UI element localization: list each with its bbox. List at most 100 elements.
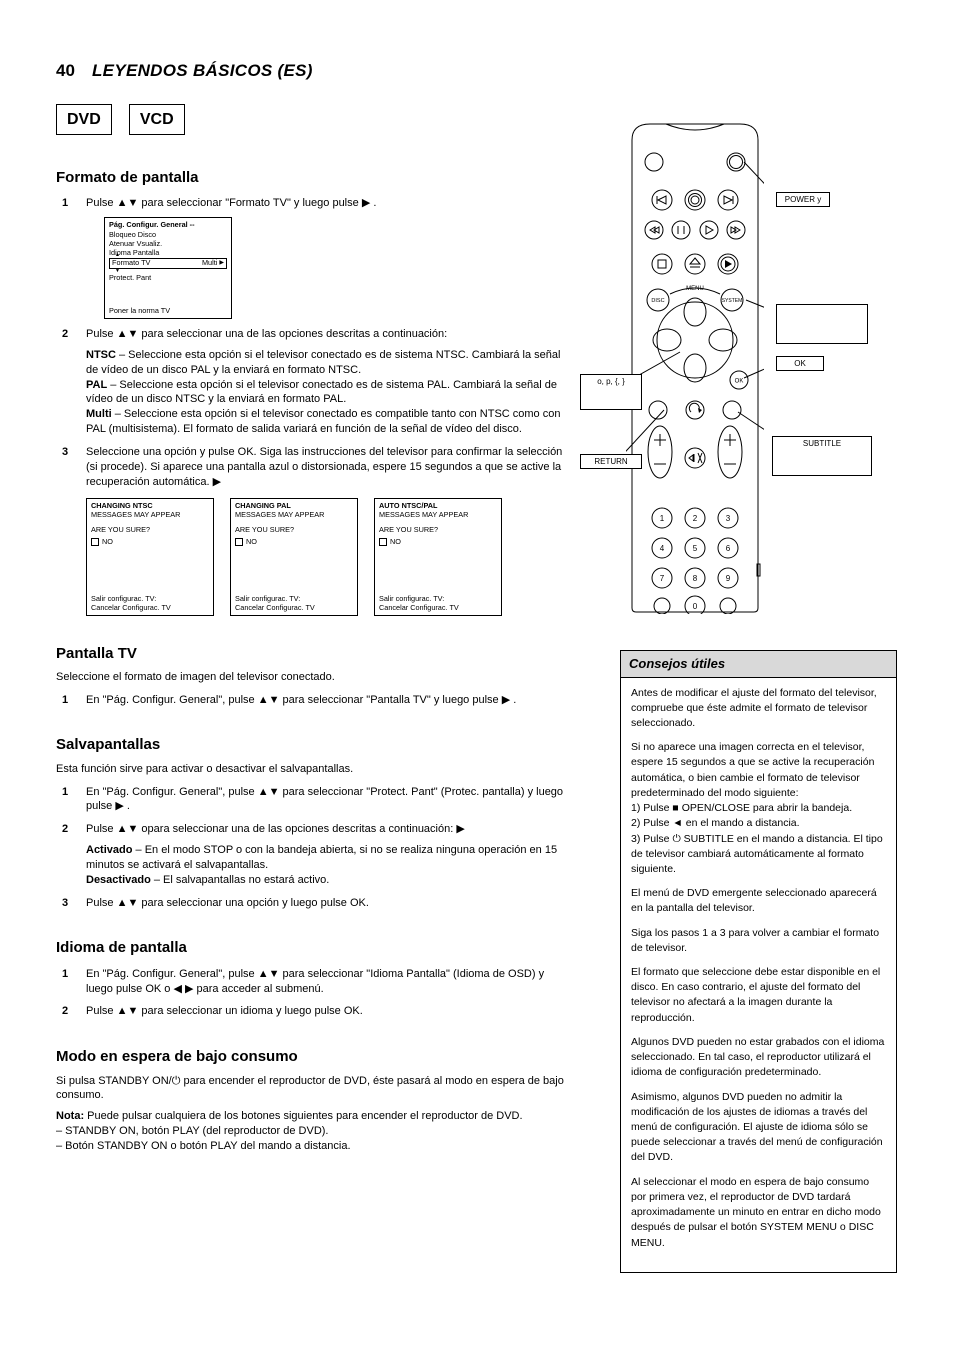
standby-note: Nota: Puede pulsar cualquiera de los bot…: [56, 1109, 566, 1154]
leftright-icon: ◀ ▶: [173, 983, 193, 995]
intro-pantalla: Seleccione el formato de imagen del tele…: [56, 670, 566, 685]
osd-footer: Poner la norma TV: [109, 307, 170, 316]
osd-sub: MESSAGES MAY APPEAR: [379, 511, 497, 520]
text: En "Pág. Configur. General", pulse: [86, 694, 258, 706]
text: para seleccionar "Pantalla TV" y luego p…: [283, 694, 502, 706]
callout-power: POWER y: [776, 192, 830, 207]
osd-check-row: NO: [91, 538, 209, 547]
svg-text:6: 6: [726, 544, 731, 553]
callout-arrows: o, p, {, }: [580, 374, 642, 410]
updown-icon: ▲▼: [117, 328, 139, 340]
dotted-rule: ........................................…: [56, 86, 902, 92]
svg-text:2: 2: [693, 514, 698, 523]
updown-icon: ▲▼: [117, 1005, 139, 1017]
text: Seleccione una opción y pulse OK. Siga l…: [86, 446, 562, 488]
callout-blank-1: [776, 304, 868, 344]
text: para seleccionar "Formato TV" y luego pu…: [141, 197, 361, 209]
step-num: 3: [56, 445, 74, 460]
hint-p: Si no aparece una imagen correcta en el …: [631, 740, 886, 877]
step-1-pantalla: 1 En "Pág. Configur. General", pulse ▲▼ …: [86, 693, 566, 708]
body-column: Formato de pantalla 1 Pulse ▲▼ para sele…: [56, 140, 566, 1154]
updown-icon: ▲▼: [117, 897, 139, 909]
down-chevron-icon: ▼: [115, 269, 120, 274]
text: Pulse: [86, 328, 117, 340]
hints-heading: Consejos útiles: [621, 651, 896, 678]
page-number: 40: [56, 60, 75, 83]
disc-type-chips: DVD VCD: [56, 104, 199, 135]
option-on: Activado – En el modo STOP o con la band…: [86, 843, 566, 873]
remote-control-diagram: MENU DISC SYSTEM OK 1 2 3: [626, 122, 764, 614]
helpful-hints-box: Consejos útiles Antes de modificar el aj…: [620, 650, 897, 1273]
heading-formato: Formato de pantalla: [56, 168, 566, 188]
heading-idioma: Idioma de pantalla: [56, 938, 566, 958]
osd-confirm-pal: CHANGING PAL MESSAGES MAY APPEAR ARE YOU…: [230, 498, 358, 616]
svg-text:3: 3: [726, 514, 731, 523]
standby-body: Si pulsa STANDBY ON/⏻ para encender el r…: [56, 1074, 566, 1104]
osd-title: Pág. Configur. General --: [109, 221, 227, 230]
option-multi: Multi – Seleccione esta opción si el tel…: [86, 407, 566, 437]
step-num: 1: [56, 196, 74, 211]
svg-text:OK: OK: [735, 379, 744, 385]
step-2-formato: 2 Pulse ▲▼ para seleccionar una de las o…: [86, 327, 566, 342]
step-num: 3: [56, 896, 74, 911]
updown-icon: ▲▼: [117, 823, 139, 835]
option-off: Desactivado – El salvapantallas no estar…: [86, 873, 566, 888]
option-ntsc: NTSC – Seleccione esta opción si el tele…: [86, 348, 566, 378]
osd-question: ARE YOU SURE?: [235, 526, 353, 535]
step-num: 1: [56, 785, 74, 800]
right-icon: ▶: [456, 823, 464, 835]
updown-icon: ▲▼: [258, 786, 280, 798]
checkbox-icon: [379, 538, 387, 546]
osd-confirm-ntsc: CHANGING NTSC MESSAGES MAY APPEAR ARE YO…: [86, 498, 214, 616]
hint-p: Al seleccionar el modo en espera de bajo…: [631, 1175, 886, 1251]
checkbox-icon: [91, 538, 99, 546]
updown-icon: ▲▼: [117, 197, 139, 209]
osd-row: Protect. Pant: [109, 274, 227, 283]
osd-question: ARE YOU SURE?: [91, 526, 209, 535]
step-num: 1: [56, 967, 74, 982]
step-1-salva: 1 En "Pág. Configur. General", pulse ▲▼ …: [86, 785, 566, 815]
osd-sub: MESSAGES MAY APPEAR: [91, 511, 209, 520]
page: 40 LEYENDOS BÁSICOS (ES) ...............…: [0, 0, 954, 1351]
right-icon: ▶: [213, 476, 221, 488]
step-1-idioma: 1 En "Pág. Configur. General", pulse ▲▼ …: [86, 967, 566, 997]
svg-text:MENU: MENU: [686, 286, 704, 292]
hint-p: El menú de DVD emergente seleccionado ap…: [631, 886, 886, 916]
osd-box: Pág. Configur. General -- Bloqueo Disco …: [104, 217, 232, 319]
callout-subtitle: SUBTITLE: [772, 436, 872, 476]
osd-confirm-multi: AUTO NTSC/PAL MESSAGES MAY APPEAR ARE YO…: [374, 498, 502, 616]
hint-p: Algunos DVD pueden no estar grabados con…: [631, 1035, 886, 1081]
option-pal: PAL – Seleccione esta opción si el telev…: [86, 378, 566, 408]
step-num: 1: [56, 693, 74, 708]
intro-salva: Esta función sirve para activar o desact…: [56, 762, 566, 777]
osd-footer: Salir configurac. TV: Cancelar Configura…: [91, 595, 209, 612]
checkbox-icon: [235, 538, 243, 546]
step-1-formato: 1 Pulse ▲▼ para seleccionar "Formato TV"…: [86, 196, 566, 211]
step-num: 2: [56, 822, 74, 837]
chip-dvd: DVD: [56, 104, 112, 135]
callout-ok: OK: [776, 356, 824, 371]
updown-icon: ▲▼: [258, 694, 280, 706]
svg-text:8: 8: [693, 574, 698, 583]
osd-check-row: NO: [235, 538, 353, 547]
svg-text:DISC: DISC: [651, 298, 664, 304]
right-icon: ▶: [115, 800, 123, 812]
hint-p: Siga los pasos 1 a 3 para volver a cambi…: [631, 926, 886, 956]
heading-pantalla-tv: Pantalla TV: [56, 644, 566, 664]
svg-text:9: 9: [726, 574, 731, 583]
svg-text:1: 1: [660, 514, 665, 523]
step-2-salva: 2 Pulse ▲▼ opara seleccionar una de las …: [86, 822, 566, 837]
step-3-salva: 3 Pulse ▲▼ para seleccionar una opción y…: [86, 896, 566, 911]
text: .: [373, 197, 376, 209]
hint-p: El formato que seleccione debe estar dis…: [631, 965, 886, 1026]
step-2-idioma: 2 Pulse ▲▼ para seleccionar un idioma y …: [86, 1004, 566, 1019]
hints-body: Antes de modificar el ajuste del formato…: [621, 678, 896, 1272]
osd-sub: MESSAGES MAY APPEAR: [235, 511, 353, 520]
step-num: 2: [56, 327, 74, 342]
page-title: LEYENDOS BÁSICOS (ES): [92, 60, 313, 83]
text: .: [513, 694, 516, 706]
step-3-formato: 3 Seleccione una opción y pulse OK. Siga…: [86, 445, 566, 490]
power-icon: ⏻: [672, 833, 680, 845]
right-chevron-icon: ▶: [219, 260, 224, 266]
right-icon: ▶: [502, 694, 510, 706]
